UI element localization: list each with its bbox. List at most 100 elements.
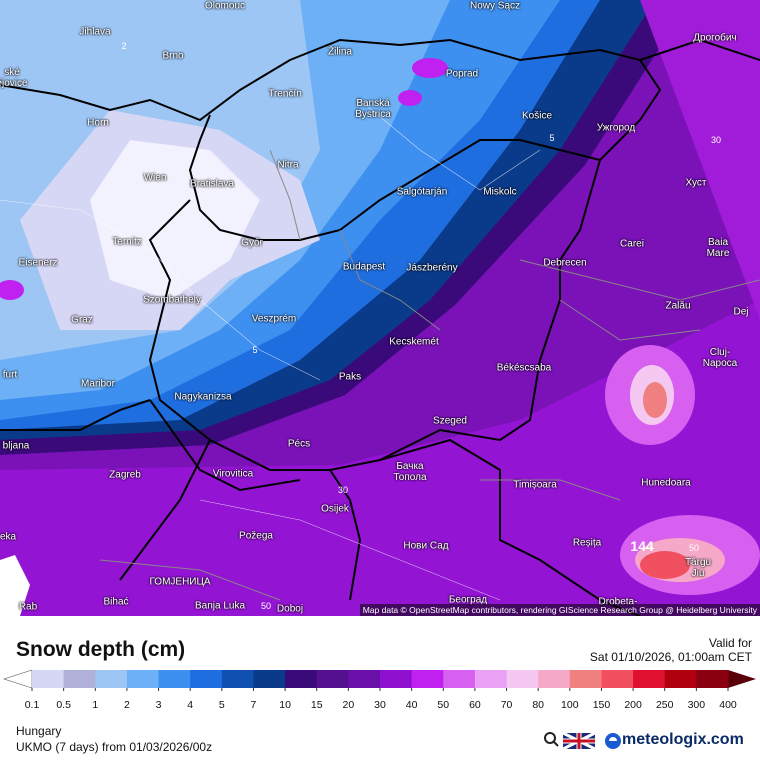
- city-label: Kecskemét: [389, 336, 439, 348]
- color-segment: [443, 670, 476, 688]
- city-label: Debrecen: [543, 257, 587, 269]
- color-segment: [221, 670, 254, 688]
- contour-label: 144: [630, 538, 654, 554]
- city-label: Jihlava: [79, 26, 111, 38]
- city-label: Doboj: [276, 603, 304, 615]
- city-label: Žilina: [328, 46, 352, 58]
- color-segment: [633, 670, 666, 688]
- city-label: Београд: [448, 594, 488, 606]
- city-label: Rab: [18, 601, 38, 613]
- city-label: Dej: [733, 306, 749, 318]
- color-segment: [285, 670, 318, 688]
- color-segment: [411, 670, 444, 688]
- color-segment: [696, 670, 729, 688]
- city-label: Дрогобич: [693, 32, 737, 44]
- city-label: Baia Mare: [706, 237, 730, 259]
- color-segment: [95, 670, 128, 688]
- city-label: Szeged: [433, 415, 467, 427]
- contour-label: 5: [252, 345, 258, 355]
- city-label: Бачка Топола: [393, 461, 427, 483]
- city-label: Košice: [521, 110, 553, 122]
- city-label: Pécs: [287, 438, 311, 450]
- tick-label: 7: [251, 699, 257, 711]
- contour-label: 50: [688, 543, 700, 553]
- valid-time: Sat 01/10/2026, 01:00am CET: [589, 650, 752, 664]
- tick-label: 50: [437, 699, 449, 711]
- region: Hungary: [16, 724, 62, 738]
- color-segment: [664, 670, 697, 688]
- color-segment: [569, 670, 602, 688]
- city-label: Salgótarján: [396, 186, 448, 198]
- city-label: Cluj-Napoca: [702, 347, 738, 369]
- city-label: Târgu Jiu: [684, 557, 712, 579]
- city-label: Ternitz: [112, 236, 142, 248]
- tick-label: 0.5: [56, 699, 71, 711]
- city-label: Drobeta-: [598, 596, 638, 608]
- contour-label: 50: [260, 601, 272, 611]
- color-segment: [506, 670, 539, 688]
- contour-label: 30: [710, 135, 722, 145]
- city-label: Nitra: [277, 159, 299, 171]
- tick-label: 200: [624, 699, 642, 711]
- city-label: Jászberény: [406, 262, 458, 274]
- tick-label: 20: [343, 699, 355, 711]
- model-run: UKMO (7 days) from 01/03/2026/00z: [16, 740, 213, 754]
- color-segment: [63, 670, 96, 688]
- under-arrow: [3, 669, 33, 689]
- color-segment: [253, 670, 286, 688]
- map: [0, 0, 760, 616]
- city-label: Osijek: [321, 503, 349, 515]
- city-label: Banja Luka: [194, 600, 246, 612]
- city-label: Wien: [143, 172, 167, 184]
- city-label: Szombathely: [143, 294, 201, 306]
- city-label: Ужгород: [596, 122, 636, 134]
- city-label: Reșița: [572, 537, 602, 549]
- color-segment: [380, 670, 413, 688]
- color-segment: [316, 670, 349, 688]
- tick-label: 100: [561, 699, 579, 711]
- tick-label: 5: [219, 699, 225, 711]
- city-label: Hunedoara: [641, 477, 691, 489]
- tick-label: 60: [469, 699, 481, 711]
- city-label: Trenčín: [268, 88, 302, 100]
- city-label: Požega: [239, 530, 273, 542]
- contour-label: 2: [121, 41, 127, 51]
- color-segment: [158, 670, 191, 688]
- brand-logo: [605, 733, 621, 749]
- city-label: Zagreb: [109, 469, 141, 481]
- tick-label: 15: [311, 699, 323, 711]
- city-label: bljana: [2, 440, 30, 452]
- city-label: Győr: [241, 237, 263, 249]
- tick-label: 250: [656, 699, 674, 711]
- city-label: furt: [2, 369, 18, 381]
- city-label: Graz: [71, 314, 93, 326]
- city-label: Olomouc: [204, 0, 246, 12]
- city-label: Veszprém: [251, 313, 297, 325]
- city-label: Poprad: [445, 68, 479, 80]
- city-label: Paks: [338, 371, 362, 383]
- icons[interactable]: [543, 731, 603, 751]
- color-scale: 0.1 0.5 1 2 3 4 5 7 10 15 20 30 40 50 60 70 80 100 150 200 2…: [3, 669, 756, 711]
- city-label: Хуст: [685, 177, 707, 189]
- over-arrow: [728, 670, 756, 688]
- city-label: Maribor: [81, 378, 115, 390]
- city-label: Нови Сад: [403, 540, 449, 552]
- tick-label: 0.1: [25, 699, 40, 711]
- city-label: Eisenerz: [18, 257, 58, 269]
- color-segment: [474, 670, 508, 688]
- color-segment: [538, 670, 571, 688]
- tick-label: 400: [719, 699, 737, 711]
- brand[interactable]: meteologix.com: [622, 731, 744, 748]
- city-label: Timișoara: [513, 479, 557, 491]
- city-label: Miskolc: [483, 186, 517, 198]
- tick-label: 300: [688, 699, 706, 711]
- legend-title: Snow depth (cm): [16, 638, 186, 661]
- city-label: Békéscsaba: [496, 362, 552, 374]
- city-label: Budapest: [342, 261, 386, 273]
- tick-label: 2: [124, 699, 130, 711]
- attribution: Map data © OpenStreetMap contributors, r…: [359, 604, 760, 616]
- city-label: Zalău: [665, 300, 691, 312]
- city-label: Nowy Sącz: [469, 0, 521, 12]
- tick-label: 80: [532, 699, 544, 711]
- color-segment: [348, 670, 381, 688]
